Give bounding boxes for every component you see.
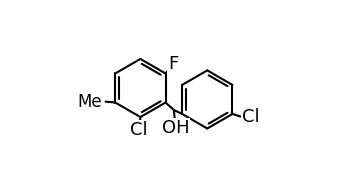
Text: OH: OH xyxy=(162,119,189,137)
Text: Cl: Cl xyxy=(242,108,260,127)
Text: F: F xyxy=(168,55,179,73)
Text: Cl: Cl xyxy=(130,121,148,139)
Text: Me: Me xyxy=(77,93,102,111)
